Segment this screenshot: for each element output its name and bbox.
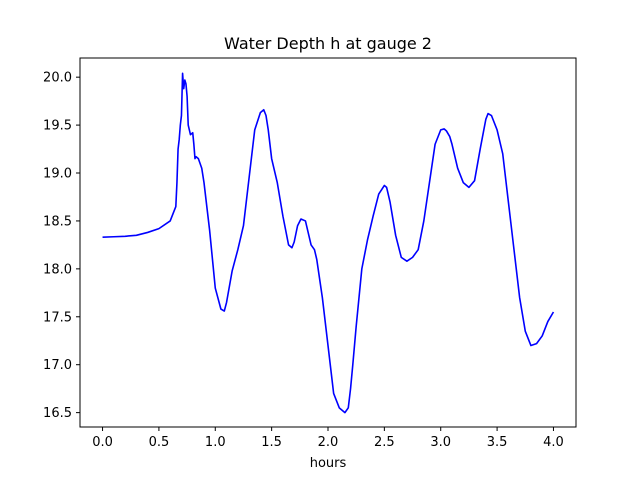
x-tick-label: 3.5 [487, 435, 508, 450]
y-tick-label: 18.0 [43, 262, 72, 277]
x-tick-label: 0.5 [149, 435, 170, 450]
y-axis: 16.5 17.0 17.5 18.0 18.5 19.0 19.5 20.0 [43, 71, 80, 421]
x-tick-label: 4.0 [543, 435, 564, 450]
x-tick-label: 1.0 [205, 435, 226, 450]
y-tick-label: 18.5 [43, 214, 72, 229]
chart-title: Water Depth h at gauge 2 [224, 34, 432, 53]
x-tick-label: 3.0 [430, 435, 451, 450]
x-tick-label: 1.5 [261, 435, 282, 450]
x-axis: 0.0 0.5 1.0 1.5 2.0 2.5 3.0 3.5 4.0 [92, 427, 564, 450]
plot-area [102, 72, 555, 414]
plot-frame [79, 57, 577, 428]
x-tick-label: 2.5 [374, 435, 395, 450]
y-tick-label: 19.0 [43, 167, 72, 182]
y-tick-label: 19.5 [43, 119, 72, 134]
y-tick-label: 17.5 [43, 310, 72, 325]
y-tick-label: 20.0 [43, 71, 72, 86]
x-axis-label: hours [310, 456, 347, 471]
series-line-water-depth [102, 72, 555, 414]
y-tick-label: 17.0 [43, 358, 72, 373]
x-tick-label: 2.0 [318, 435, 339, 450]
x-tick-label: 0.0 [92, 435, 113, 450]
y-tick-label: 16.5 [43, 406, 72, 421]
